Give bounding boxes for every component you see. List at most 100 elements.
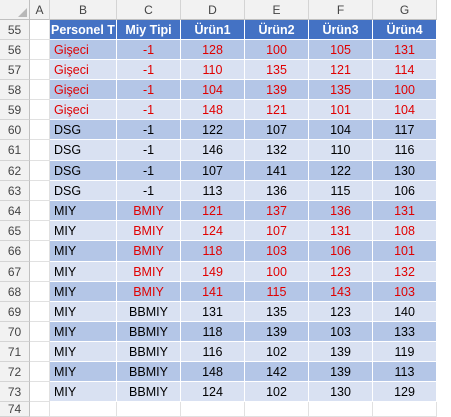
table-header-cell[interactable]: Ürün3 <box>309 20 373 40</box>
table-cell[interactable]: 131 <box>181 302 245 322</box>
row-header[interactable]: 59 <box>0 100 30 120</box>
table-cell[interactable]: MIY <box>50 302 117 322</box>
table-cell[interactable]: 132 <box>373 262 437 282</box>
table-cell[interactable]: 118 <box>181 241 245 262</box>
table-cell[interactable]: 143 <box>309 282 373 302</box>
table-cell[interactable] <box>245 402 309 417</box>
cell[interactable] <box>30 402 50 417</box>
table-cell[interactable]: 101 <box>373 241 437 262</box>
table-cell[interactable] <box>373 402 437 417</box>
cell[interactable] <box>30 362 50 382</box>
table-header-cell[interactable]: Ürün2 <box>245 20 309 40</box>
table-cell[interactable]: 136 <box>245 181 309 201</box>
table-cell[interactable]: 139 <box>245 80 309 100</box>
table-cell[interactable]: 139 <box>309 362 373 382</box>
table-cell[interactable]: 103 <box>245 241 309 262</box>
table-header-cell[interactable]: Personel T <box>50 20 117 40</box>
cell[interactable] <box>30 181 50 201</box>
row-header[interactable]: 71 <box>0 342 30 362</box>
table-cell[interactable]: 121 <box>181 201 245 221</box>
table-cell[interactable]: 116 <box>373 140 437 161</box>
table-cell[interactable]: 118 <box>181 322 245 342</box>
table-cell[interactable]: 114 <box>373 60 437 80</box>
table-cell[interactable]: 124 <box>181 382 245 402</box>
table-cell[interactable]: BMIY <box>117 262 181 282</box>
table-cell[interactable]: 135 <box>309 80 373 100</box>
table-cell[interactable]: MIY <box>50 362 117 382</box>
cell[interactable] <box>30 262 50 282</box>
row-header[interactable]: 70 <box>0 322 30 342</box>
table-cell[interactable]: Gişeci <box>50 80 117 100</box>
table-cell[interactable]: DSG <box>50 140 117 161</box>
table-header-cell[interactable]: Miy Tipi <box>117 20 181 40</box>
table-cell[interactable]: 129 <box>373 382 437 402</box>
table-cell[interactable]: 102 <box>245 342 309 362</box>
table-cell[interactable]: 141 <box>245 161 309 181</box>
table-cell[interactable]: 113 <box>181 181 245 201</box>
cell[interactable] <box>30 282 50 302</box>
row-header[interactable]: 57 <box>0 60 30 80</box>
row-header[interactable]: 73 <box>0 382 30 402</box>
table-cell[interactable]: BMIY <box>117 282 181 302</box>
table-cell[interactable]: 149 <box>181 262 245 282</box>
cell[interactable] <box>30 161 50 181</box>
cell[interactable] <box>30 302 50 322</box>
row-header[interactable]: 64 <box>0 201 30 221</box>
table-cell[interactable]: MIY <box>50 382 117 402</box>
table-cell[interactable]: DSG <box>50 161 117 181</box>
table-cell[interactable] <box>309 402 373 417</box>
table-cell[interactable]: DSG <box>50 181 117 201</box>
table-cell[interactable]: 131 <box>373 40 437 60</box>
row-header[interactable]: 69 <box>0 302 30 322</box>
cell[interactable] <box>30 120 50 140</box>
table-header-cell[interactable]: Ürün1 <box>181 20 245 40</box>
row-header[interactable]: 56 <box>0 40 30 60</box>
row-header[interactable]: 63 <box>0 181 30 201</box>
row-header[interactable]: 58 <box>0 80 30 100</box>
column-header-g[interactable]: G <box>373 0 437 20</box>
table-cell[interactable]: -1 <box>117 140 181 161</box>
table-cell[interactable]: MIY <box>50 282 117 302</box>
table-cell[interactable]: 117 <box>373 120 437 140</box>
table-cell[interactable]: 128 <box>181 40 245 60</box>
table-cell[interactable]: MIY <box>50 221 117 241</box>
table-cell[interactable]: 121 <box>245 100 309 120</box>
table-cell[interactable]: 139 <box>309 342 373 362</box>
row-header[interactable]: 72 <box>0 362 30 382</box>
table-cell[interactable]: -1 <box>117 100 181 120</box>
table-cell[interactable]: 115 <box>309 181 373 201</box>
table-cell[interactable]: 100 <box>245 262 309 282</box>
table-cell[interactable]: 136 <box>309 201 373 221</box>
table-cell[interactable]: 115 <box>245 282 309 302</box>
row-header[interactable]: 60 <box>0 120 30 140</box>
table-cell[interactable]: 116 <box>181 342 245 362</box>
table-cell[interactable]: -1 <box>117 60 181 80</box>
table-cell[interactable]: BMIY <box>117 221 181 241</box>
table-cell[interactable]: 104 <box>309 120 373 140</box>
table-cell[interactable]: 104 <box>181 80 245 100</box>
table-cell[interactable]: BMIY <box>117 241 181 262</box>
table-cell[interactable]: MIY <box>50 262 117 282</box>
table-cell[interactable]: 104 <box>373 100 437 120</box>
table-cell[interactable]: MIY <box>50 322 117 342</box>
table-cell[interactable]: BBMIY <box>117 362 181 382</box>
table-cell[interactable]: 113 <box>373 362 437 382</box>
table-cell[interactable]: 130 <box>373 161 437 181</box>
row-header[interactable]: 61 <box>0 140 30 161</box>
table-cell[interactable]: 122 <box>181 120 245 140</box>
row-header[interactable]: 67 <box>0 262 30 282</box>
table-cell[interactable]: 124 <box>181 221 245 241</box>
table-cell[interactable]: MIY <box>50 342 117 362</box>
table-cell[interactable]: 108 <box>373 221 437 241</box>
table-cell[interactable]: 146 <box>181 140 245 161</box>
table-cell[interactable]: 106 <box>309 241 373 262</box>
column-header-b[interactable]: B <box>50 0 117 20</box>
table-cell[interactable] <box>181 402 245 417</box>
table-cell[interactable]: Gişeci <box>50 40 117 60</box>
table-cell[interactable]: BBMIY <box>117 322 181 342</box>
table-header-cell[interactable]: Ürün4 <box>373 20 437 40</box>
cell[interactable] <box>30 382 50 402</box>
cell[interactable] <box>30 201 50 221</box>
table-cell[interactable]: 135 <box>245 60 309 80</box>
cell[interactable] <box>30 322 50 342</box>
